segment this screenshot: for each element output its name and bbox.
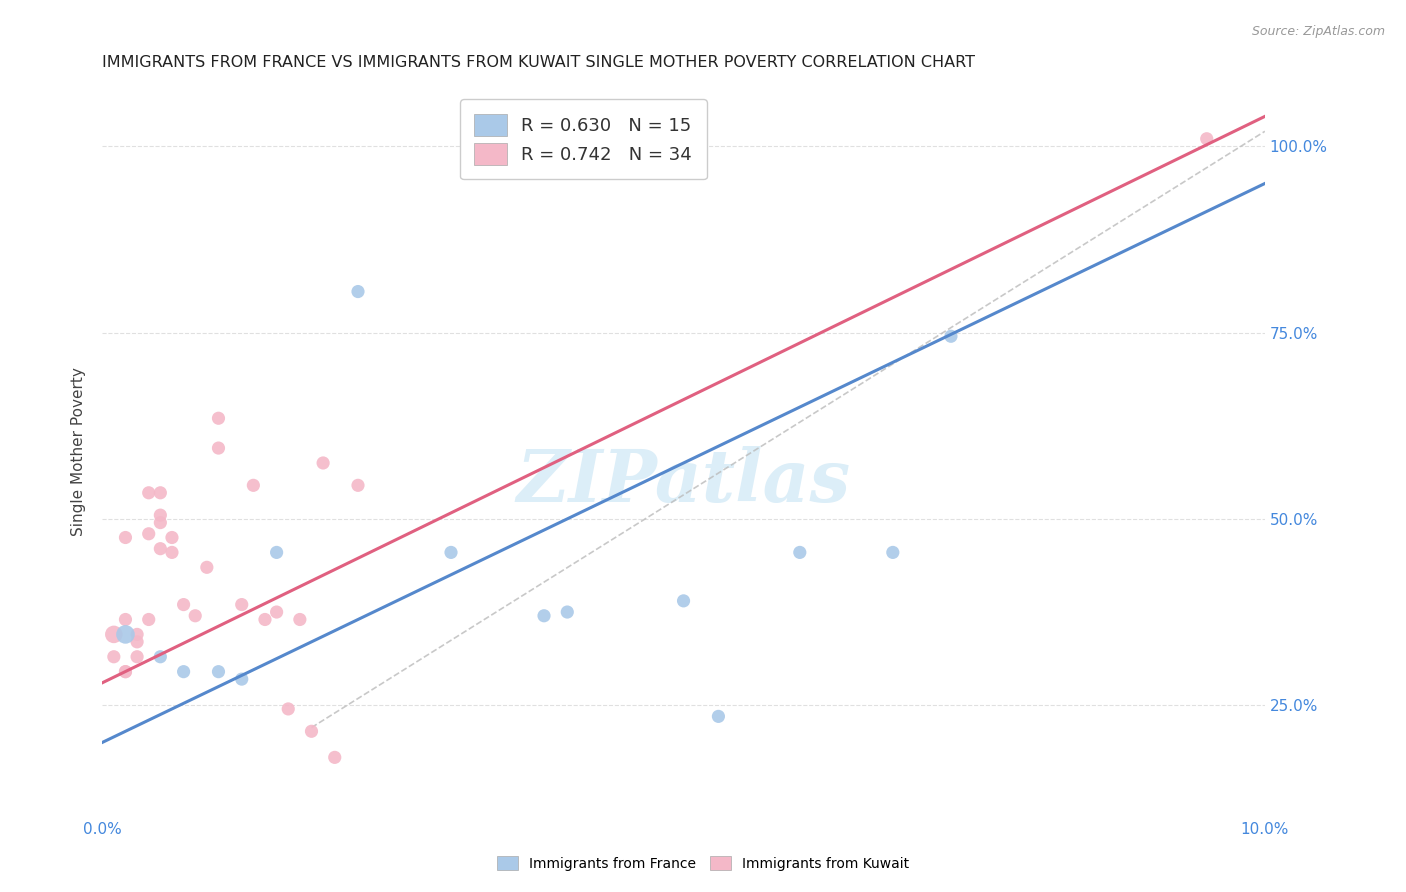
Point (103, 627, 125, 641)
Point (707, 709, 730, 723)
Point (266, 605, 288, 619)
Point (127, 649, 149, 664)
Legend: R = 0.630   N = 15, R = 0.742   N = 34: R = 0.630 N = 15, R = 0.742 N = 34 (460, 99, 707, 179)
Legend: Immigrants from France, Immigrants from Kuwait: Immigrants from France, Immigrants from … (492, 850, 914, 876)
Point (103, 649, 125, 664)
Point (555, 605, 578, 619)
Point (253, 612, 276, 626)
Point (301, 724, 323, 739)
Point (231, 598, 253, 612)
Point (207, 441, 229, 455)
Point (138, 526, 160, 541)
Point (160, 545, 183, 559)
Point (207, 411, 229, 425)
Point (231, 672, 253, 686)
Point (533, 608, 555, 623)
Point (127, 627, 149, 641)
Point (173, 665, 195, 679)
Point (288, 612, 311, 626)
Point (672, 594, 695, 608)
Point (184, 608, 207, 623)
Point (149, 508, 172, 523)
Point (1195, 132, 1218, 146)
Point (195, 560, 218, 574)
Point (347, 285, 370, 299)
Point (207, 665, 229, 679)
Point (173, 598, 195, 612)
Point (939, 329, 962, 343)
Point (789, 545, 811, 559)
Point (114, 612, 136, 626)
Point (114, 665, 136, 679)
Point (242, 478, 264, 492)
Point (149, 541, 172, 556)
Point (882, 545, 904, 559)
Point (138, 612, 160, 626)
Point (114, 665, 136, 679)
Point (138, 485, 160, 500)
Point (440, 545, 463, 559)
Y-axis label: Single Mother Poverty: Single Mother Poverty (72, 368, 86, 536)
Text: IMMIGRANTS FROM FRANCE VS IMMIGRANTS FROM KUWAIT SINGLE MOTHER POVERTY CORRELATI: IMMIGRANTS FROM FRANCE VS IMMIGRANTS FRO… (103, 55, 976, 70)
Point (347, 478, 370, 492)
Text: Source: ZipAtlas.com: Source: ZipAtlas.com (1251, 25, 1385, 38)
Point (149, 485, 172, 500)
Point (114, 531, 136, 545)
Point (277, 702, 299, 716)
Point (149, 516, 172, 530)
Point (127, 635, 149, 649)
Point (114, 627, 136, 641)
Point (149, 649, 172, 664)
Text: ZIPatlas: ZIPatlas (516, 445, 851, 516)
Point (312, 456, 335, 470)
Point (323, 750, 346, 764)
Point (160, 531, 183, 545)
Point (266, 545, 288, 559)
